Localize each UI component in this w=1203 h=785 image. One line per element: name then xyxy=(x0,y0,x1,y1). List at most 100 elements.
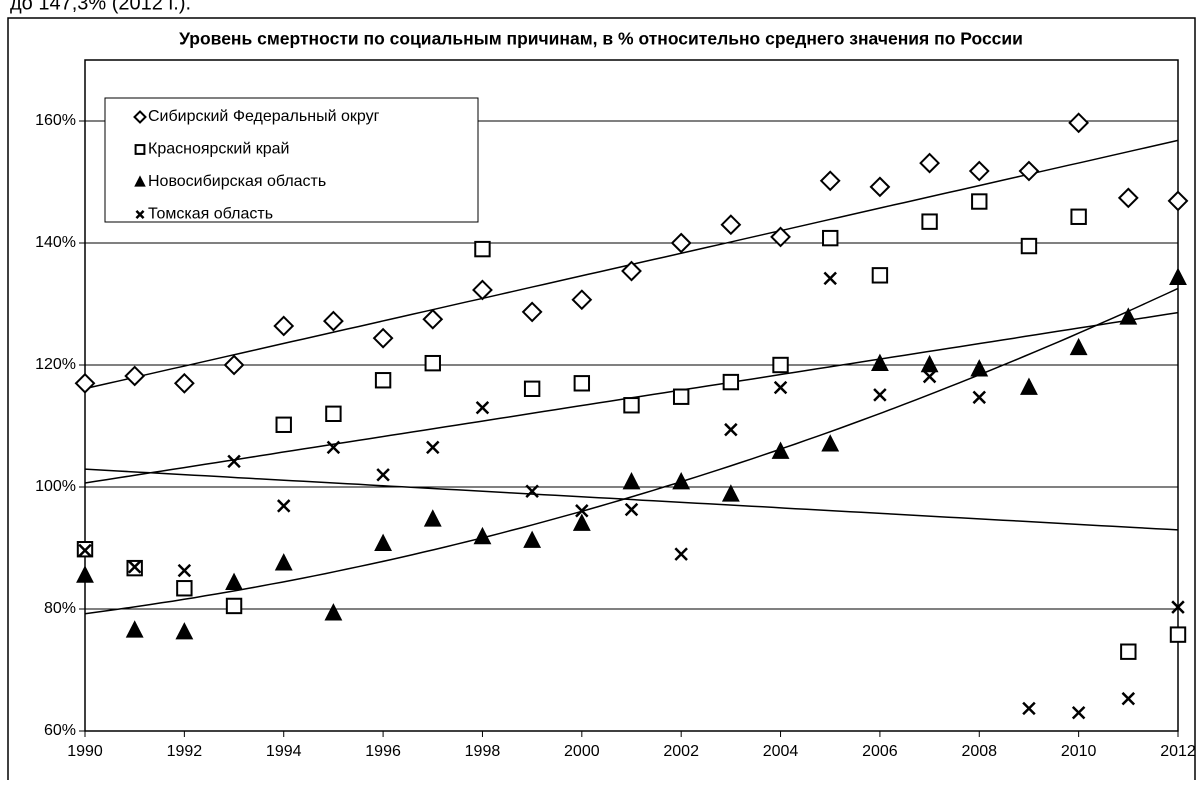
x-tick-label: 1994 xyxy=(266,743,302,760)
point xyxy=(772,356,789,374)
point xyxy=(1022,701,1036,716)
y-tick-label: 120% xyxy=(35,356,76,373)
point xyxy=(376,468,390,482)
point xyxy=(921,213,938,230)
point xyxy=(225,597,243,615)
point xyxy=(674,547,688,561)
point xyxy=(968,160,990,182)
point xyxy=(473,526,492,545)
caption: до 147,3% (2012 г.). xyxy=(10,0,191,14)
point xyxy=(374,372,392,389)
point xyxy=(819,170,841,192)
legend-label: Новосибирская область xyxy=(148,173,326,190)
point xyxy=(324,603,343,621)
point xyxy=(1020,237,1038,255)
point xyxy=(372,327,394,349)
point xyxy=(724,422,738,437)
point xyxy=(773,380,788,395)
point xyxy=(326,440,341,455)
y-tick-label: 160% xyxy=(35,112,76,129)
point xyxy=(422,308,444,330)
point xyxy=(74,372,96,394)
point xyxy=(622,472,641,490)
point xyxy=(1018,160,1040,182)
point xyxy=(275,416,292,433)
point xyxy=(177,563,192,578)
point xyxy=(822,229,839,247)
x-tick-label: 1990 xyxy=(67,743,103,760)
legend-box xyxy=(104,97,479,223)
x-tick-label: 2008 xyxy=(961,743,997,760)
point xyxy=(972,390,987,405)
point xyxy=(523,380,541,397)
point xyxy=(575,504,589,518)
point xyxy=(721,484,740,502)
legend-marker xyxy=(134,175,146,187)
point xyxy=(525,484,539,499)
chart-title: Уровень смертности по социальным причина… xyxy=(179,29,1023,49)
point xyxy=(325,405,342,423)
point xyxy=(971,193,988,210)
point xyxy=(670,232,692,254)
point xyxy=(276,499,291,513)
point xyxy=(76,565,94,583)
point xyxy=(572,513,591,531)
point xyxy=(873,388,887,402)
x-tick-label: 2010 xyxy=(1061,743,1097,760)
point xyxy=(623,397,640,414)
point xyxy=(870,353,889,372)
plot-border xyxy=(84,59,1179,732)
point xyxy=(1167,190,1189,212)
point xyxy=(770,226,791,248)
point xyxy=(970,359,989,377)
point xyxy=(374,533,393,551)
point xyxy=(1068,112,1090,134)
point xyxy=(423,509,442,527)
x-tick-label: 1998 xyxy=(465,743,501,760)
point xyxy=(672,388,690,405)
legend-marker xyxy=(133,110,147,124)
legend-marker xyxy=(135,210,145,219)
point xyxy=(426,440,440,455)
point xyxy=(521,301,543,323)
x-tick-label: 1992 xyxy=(167,743,203,760)
y-tick-label: 60% xyxy=(44,722,76,739)
legend-marker xyxy=(134,144,146,155)
point xyxy=(1071,705,1086,720)
point xyxy=(722,373,740,391)
point xyxy=(173,372,195,394)
point xyxy=(225,572,243,591)
point xyxy=(322,310,344,332)
point xyxy=(127,560,142,574)
point xyxy=(273,315,295,337)
legend-label: Томская область xyxy=(148,206,273,223)
point xyxy=(571,289,593,311)
point xyxy=(573,375,591,392)
x-tick-label: 1996 xyxy=(365,743,401,760)
point xyxy=(1171,600,1185,614)
point xyxy=(472,279,493,301)
point xyxy=(227,454,241,469)
trend-line xyxy=(84,287,1179,615)
point xyxy=(771,441,790,459)
legend-label: Сибирский Федеральный округ xyxy=(148,108,380,125)
point xyxy=(919,152,941,174)
point xyxy=(1121,691,1136,706)
x-tick-label: 2012 xyxy=(1160,743,1196,760)
point xyxy=(424,354,441,372)
point xyxy=(922,369,937,384)
legend-label: Красноярский край xyxy=(148,141,289,158)
point xyxy=(175,622,194,640)
point xyxy=(821,434,840,452)
point xyxy=(274,553,293,571)
point xyxy=(720,214,742,236)
point xyxy=(1169,626,1187,643)
point xyxy=(871,267,889,284)
point xyxy=(1117,187,1139,209)
point xyxy=(823,271,837,286)
point xyxy=(672,472,691,490)
point xyxy=(1120,643,1137,660)
point xyxy=(624,502,639,517)
